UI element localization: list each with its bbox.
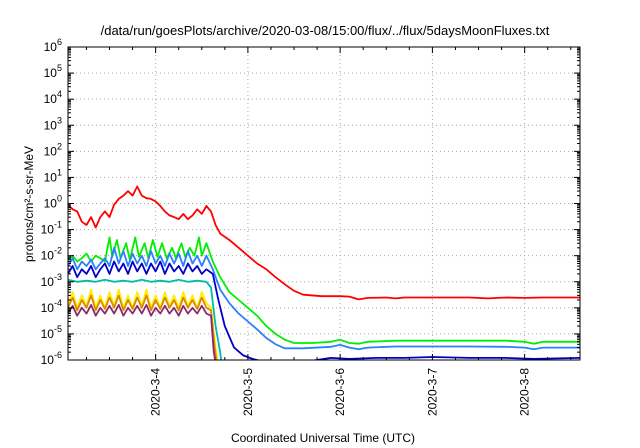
x-tick-label: 2020-3-8	[518, 368, 532, 416]
data-series	[68, 185, 580, 360]
x-tick-label: 2020-3-4	[149, 368, 163, 416]
x-axis-label: Coordinated Universal Time (UTC)	[231, 431, 415, 445]
y-tick-label: 101	[44, 167, 62, 184]
grid-lines	[68, 47, 580, 360]
series-line-1	[68, 185, 580, 301]
y-tick-label: 10-6	[41, 350, 62, 367]
y-tick-label: 100	[44, 194, 62, 211]
y-tick-label: 102	[44, 141, 62, 158]
y-tick-label: 10-2	[41, 246, 62, 263]
x-tick-label: 2020-3-6	[333, 368, 347, 416]
series-line-8	[68, 304, 217, 360]
y-axis-label: protons/cm²-s-sr-MeV	[22, 146, 36, 262]
x-axis: 2020-3-4 2020-3-5 2020-3-6 2020-3-7 2020-3-8	[85, 47, 572, 416]
series-line-5	[68, 278, 223, 360]
y-axis: 10-6 10-5 10-4 10-3 10-2 10-1 100 101 102 103 104 1…	[41, 37, 580, 367]
series-line-3	[68, 246, 580, 351]
chart-title: /data/run/goesPlots/archive/2020-03-08/1…	[101, 23, 550, 38]
y-tick-label: 10-5	[41, 324, 62, 341]
y-tick-label: 10-4	[41, 298, 62, 315]
series-line-6	[68, 288, 219, 360]
x-tick-label: 2020-3-5	[241, 368, 255, 416]
series-line-4	[68, 260, 580, 360]
y-tick-label: 103	[44, 115, 62, 132]
y-tick-label: 105	[44, 63, 62, 80]
series-line-7	[68, 294, 218, 360]
y-tick-label: 106	[44, 37, 62, 54]
series-line-2	[68, 236, 580, 345]
y-tick-label: 104	[44, 89, 62, 106]
y-tick-label: 10-1	[41, 220, 62, 237]
y-tick-label: 10-3	[41, 272, 62, 289]
x-tick-label: 2020-3-7	[425, 368, 439, 416]
